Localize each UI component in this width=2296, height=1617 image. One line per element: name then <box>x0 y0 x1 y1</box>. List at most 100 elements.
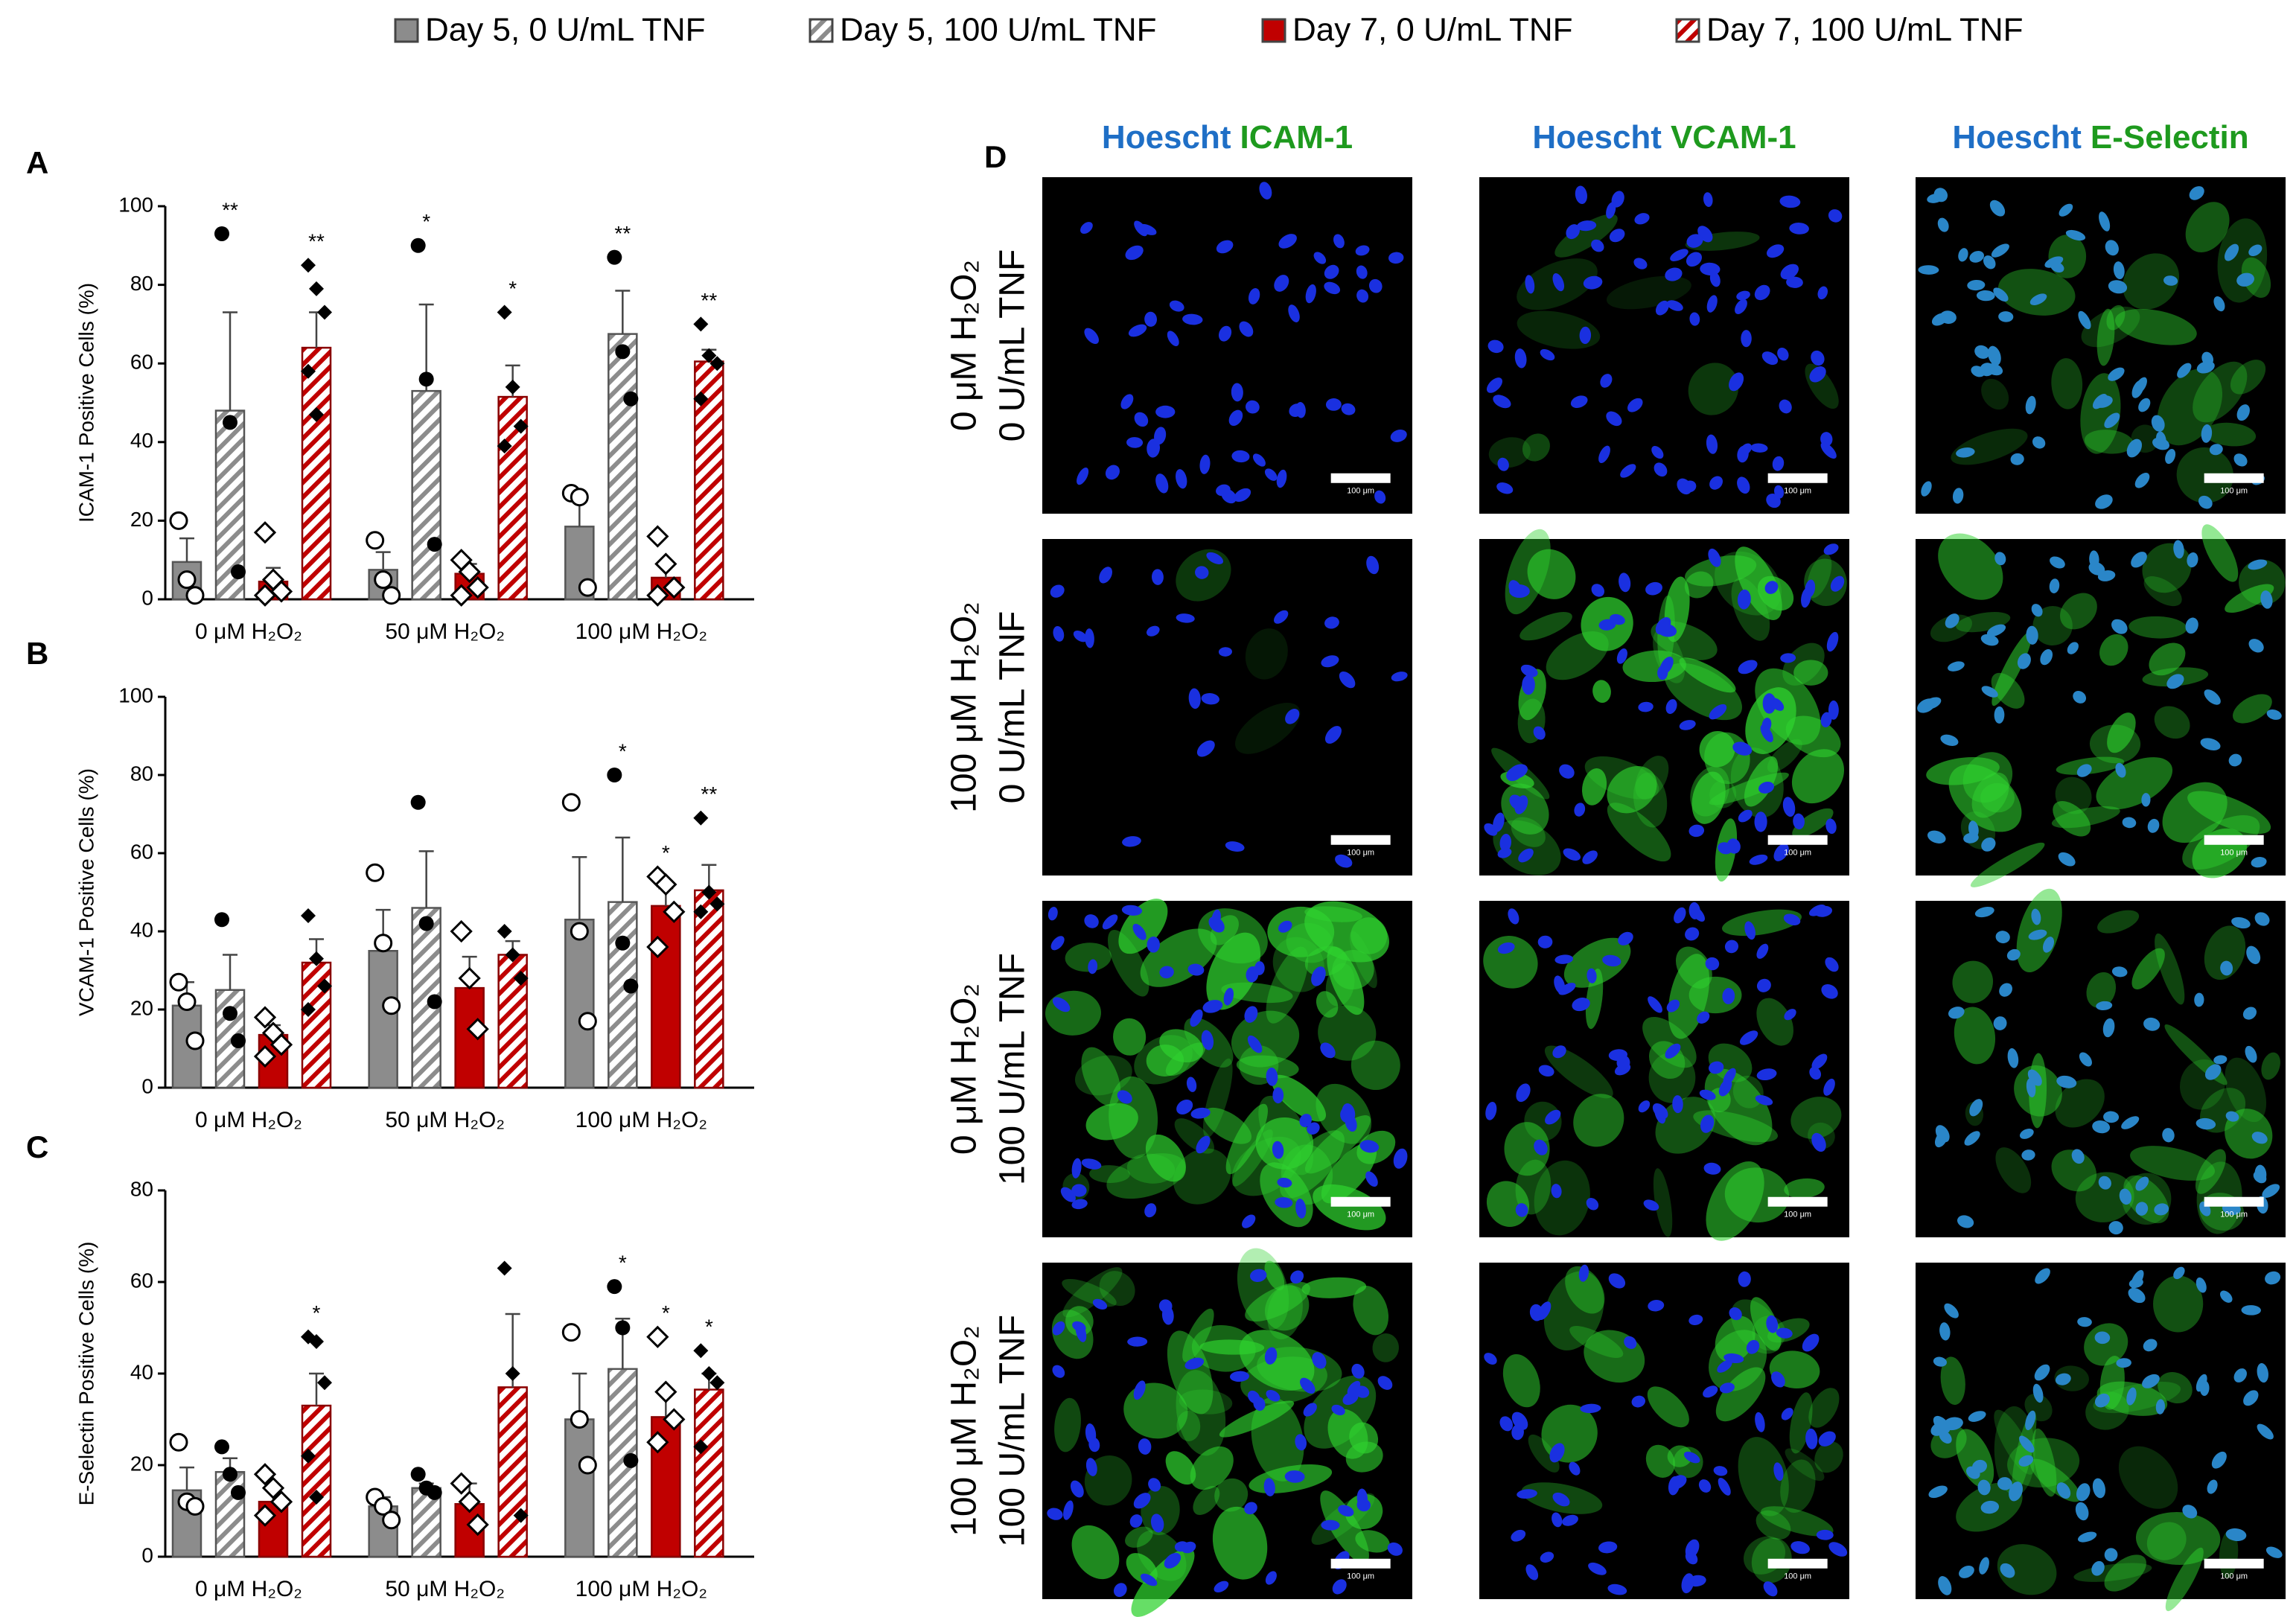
cytoplasm-stain <box>1534 1160 1590 1236</box>
cytoplasm-stain <box>1351 917 1388 954</box>
nucleus <box>1242 1214 1256 1228</box>
legend-swatch <box>1675 18 1700 43</box>
data-point <box>450 919 473 943</box>
scale-bar <box>1330 1558 1391 1569</box>
data-point <box>253 521 277 544</box>
nucleus <box>2147 818 2160 833</box>
nucleus <box>1761 351 1779 366</box>
nucleus <box>2093 395 2113 408</box>
nucleus <box>1486 377 1502 393</box>
cytoplasm-stain <box>2153 1275 2204 1333</box>
cytoplasm-stain <box>1756 1510 1791 1540</box>
nucleus <box>1305 284 1316 304</box>
cytoplasm-stain <box>2081 306 2140 348</box>
nucleus <box>1128 324 1147 337</box>
nucleus <box>2143 1017 2161 1031</box>
nucleus <box>1771 1371 1785 1388</box>
nucleus <box>1574 803 1586 817</box>
nucleus <box>1324 726 1342 744</box>
nucleus <box>1533 726 1546 740</box>
nucleus <box>1147 625 1160 637</box>
cytoplasm-stain <box>1176 1370 1226 1456</box>
significance: ** <box>308 230 325 253</box>
nucleus <box>1259 182 1272 200</box>
nucleus <box>2245 1045 2257 1063</box>
cytoplasm-stain <box>1173 1148 1231 1205</box>
nucleus <box>1959 1565 1974 1578</box>
nucleus <box>1552 1045 1566 1059</box>
nucleus <box>2253 1170 2267 1184</box>
nucleus <box>1099 567 1112 584</box>
nucleus <box>1706 295 1718 313</box>
panel-letter: A <box>26 145 48 180</box>
cytoplasm-stain <box>1235 702 1301 754</box>
data-point <box>169 511 188 530</box>
nucleus <box>2006 948 2021 961</box>
data-point <box>607 768 622 782</box>
data-point <box>693 316 709 332</box>
nucleus <box>1312 1352 1327 1369</box>
nucleus <box>1538 1065 1554 1077</box>
nucleus <box>1549 1443 1565 1463</box>
cytoplasm-stain <box>2225 584 2274 613</box>
nucleus <box>1648 996 1662 1013</box>
cytoplasm-stain <box>1193 1485 1220 1515</box>
nucleus <box>1551 1184 1562 1199</box>
nucleus <box>2094 1331 2111 1345</box>
legend-swatch <box>394 18 419 43</box>
nucleus <box>1356 1488 1368 1508</box>
nucleus <box>2173 1266 2185 1280</box>
nucleus <box>1324 616 1339 629</box>
data-point <box>231 1484 246 1500</box>
nucleus <box>1184 1357 1205 1370</box>
data-point <box>374 934 393 953</box>
nucleus <box>1724 940 1739 954</box>
nucleus <box>2254 912 2270 926</box>
nucleus <box>1737 476 1750 494</box>
nucleus <box>1140 1573 1158 1586</box>
nucleus <box>1562 1514 1578 1526</box>
cytoplasm-stain <box>1232 1129 1273 1187</box>
data-point <box>309 951 324 966</box>
scale-bar-label: 100 μm <box>1784 487 1811 496</box>
nucleus <box>2194 992 2204 1007</box>
nucleus <box>1618 931 1633 945</box>
stain-label: Hoescht <box>1102 119 1231 156</box>
nucleus <box>1537 1301 1552 1321</box>
nucleus <box>2196 360 2215 374</box>
nucleus <box>1356 289 1369 303</box>
nucleus <box>1247 1035 1263 1053</box>
nucleus <box>2131 380 2144 398</box>
cytoplasm-stain <box>2162 782 2228 843</box>
cytoplasm-stain <box>1814 1441 1843 1473</box>
nucleus <box>1202 1000 1223 1013</box>
y-axis-title: ICAM-1 Positive Cells (%) <box>74 283 98 523</box>
nucleus <box>1928 1485 1948 1499</box>
nucleus <box>1956 447 1975 458</box>
data-point <box>505 947 520 963</box>
nucleus <box>1606 202 1616 219</box>
cytoplasm-stain <box>1107 929 1149 997</box>
nucleus <box>2122 817 2137 829</box>
nucleus <box>1808 905 1826 916</box>
nucleus <box>1351 1363 1365 1379</box>
cytoplasm-stain <box>1755 668 1821 745</box>
nucleus <box>1638 701 1654 712</box>
cytoplasm-stain <box>1219 1400 1295 1438</box>
nucleus <box>1580 1403 1601 1414</box>
nucleus <box>1917 698 1936 713</box>
significance: * <box>422 210 430 233</box>
nucleus <box>1299 1114 1313 1127</box>
nucleus <box>1634 213 1650 225</box>
nucleus <box>1921 481 1932 497</box>
bar <box>651 905 681 1089</box>
data-point <box>458 560 481 584</box>
data-point <box>317 978 332 994</box>
nucleus <box>1084 328 1100 345</box>
nucleus <box>2009 1482 2023 1502</box>
cytoplasm-stain <box>1782 642 1825 686</box>
nucleus <box>1718 1079 1732 1097</box>
data-point <box>701 884 717 900</box>
nucleus <box>1485 1101 1497 1120</box>
stain-label: Hoescht <box>1532 119 1662 156</box>
